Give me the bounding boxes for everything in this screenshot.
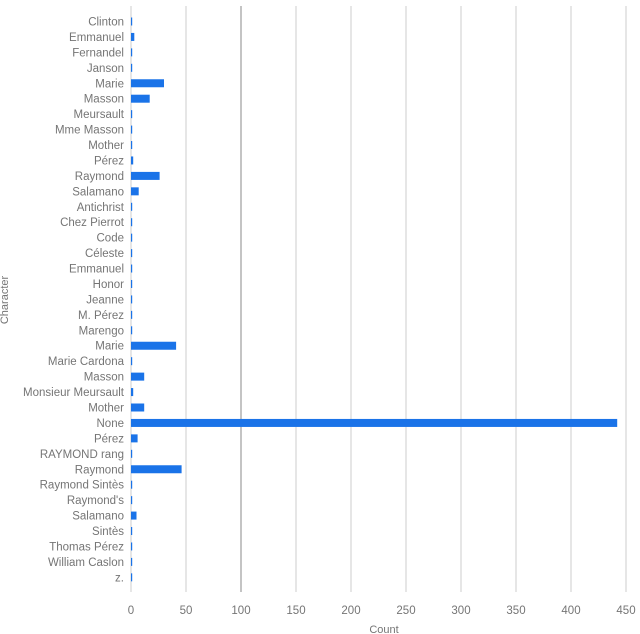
y-tick-label-22: Marie Cardona <box>48 356 125 368</box>
bar-35[interactable] <box>131 557 133 566</box>
y-axis-title: Character <box>0 276 11 325</box>
y-tick-label-2: Fernandel <box>72 47 124 59</box>
x-tick-label-250: 250 <box>396 605 415 617</box>
bar-0[interactable] <box>131 17 133 26</box>
y-tick-label-17: Honor <box>93 279 124 291</box>
y-tick-label-31: Raymond's <box>67 495 124 507</box>
y-tick-label-18: Jeanne <box>86 294 124 306</box>
bar-2[interactable] <box>131 48 133 57</box>
y-tick-label-15: Céleste <box>85 248 124 260</box>
x-tick-label-150: 150 <box>286 605 305 617</box>
bars <box>131 17 618 582</box>
bar-36[interactable] <box>131 573 133 582</box>
x-tick-label-50: 50 <box>180 605 193 617</box>
x-axis-title: Count <box>369 624 398 634</box>
bar-3[interactable] <box>131 63 133 72</box>
bar-11[interactable] <box>131 187 139 196</box>
bar-22[interactable] <box>131 357 133 366</box>
y-tick-label-5: Masson <box>84 94 124 106</box>
y-tick-label-14: Code <box>97 233 125 245</box>
x-tick-label-400: 400 <box>561 605 580 617</box>
y-tick-label-10: Raymond <box>75 171 124 183</box>
bar-23[interactable] <box>131 372 145 381</box>
bar-31[interactable] <box>131 496 133 505</box>
bar-19[interactable] <box>131 310 133 319</box>
bar-27[interactable] <box>131 434 138 443</box>
y-tick-label-1: Emmanuel <box>69 32 124 44</box>
bar-26[interactable] <box>131 418 618 427</box>
bar-20[interactable] <box>131 326 133 335</box>
y-axis-tick-labels: Clinton Emmanuel Fernandel Janson Marie Masso… <box>23 17 125 585</box>
bar-30[interactable] <box>131 480 133 489</box>
x-tick-label-0: 0 <box>128 605 134 617</box>
y-tick-label-12: Antichrist <box>77 202 125 214</box>
bar-6[interactable] <box>131 110 133 119</box>
bar-12[interactable] <box>131 202 133 211</box>
bar-4[interactable] <box>131 79 164 88</box>
x-tick-label-350: 350 <box>506 605 525 617</box>
y-tick-label-36: z. <box>115 572 124 584</box>
y-tick-label-21: Marie <box>95 341 124 353</box>
y-tick-label-23: Masson <box>84 372 124 384</box>
y-tick-label-24: Monsieur Meursault <box>23 387 125 399</box>
y-tick-label-27: Pérez <box>94 433 124 445</box>
bar-15[interactable] <box>131 249 133 258</box>
y-tick-label-33: Sintès <box>92 526 124 538</box>
x-tick-label-300: 300 <box>451 605 470 617</box>
bar-32[interactable] <box>131 511 137 520</box>
x-tick-label-450: 450 <box>616 605 635 617</box>
y-tick-label-9: Pérez <box>94 155 124 167</box>
y-tick-label-4: Marie <box>95 78 124 90</box>
y-tick-label-29: Raymond <box>75 464 124 476</box>
y-tick-label-7: Mme Masson <box>55 125 124 137</box>
bar-28[interactable] <box>131 449 133 458</box>
x-tick-label-100: 100 <box>231 605 250 617</box>
y-tick-label-13: Chez Pierrot <box>60 217 125 229</box>
y-tick-label-11: Salamano <box>72 186 124 198</box>
y-tick-label-34: Thomas Pérez <box>49 541 124 553</box>
y-tick-label-6: Meursault <box>74 109 125 121</box>
bar-7[interactable] <box>131 125 133 134</box>
bar-1[interactable] <box>131 32 135 41</box>
bar-34[interactable] <box>131 542 133 551</box>
bar-5[interactable] <box>131 94 150 103</box>
y-tick-label-19: M. Pérez <box>78 310 124 322</box>
x-axis-tick-labels: 0 50 100 150 200 250 300 350 400 450 <box>128 605 636 617</box>
y-tick-label-3: Janson <box>87 63 124 75</box>
bar-18[interactable] <box>131 295 133 304</box>
y-tick-label-28: RAYMOND rang <box>40 449 124 461</box>
bar-10[interactable] <box>131 171 160 180</box>
bar-9[interactable] <box>131 156 134 165</box>
bar-16[interactable] <box>131 264 133 273</box>
x-tick-label-200: 200 <box>341 605 360 617</box>
y-tick-label-26: None <box>97 418 125 430</box>
bar-33[interactable] <box>131 527 133 536</box>
y-tick-label-30: Raymond Sintès <box>40 480 125 492</box>
bar-8[interactable] <box>131 141 133 150</box>
bar-13[interactable] <box>131 218 133 227</box>
y-tick-label-35: William Caslon <box>48 557 124 569</box>
bar-24[interactable] <box>131 388 134 397</box>
bar-14[interactable] <box>131 233 133 242</box>
y-tick-label-16: Emmanuel <box>69 264 124 276</box>
gridlines <box>130 6 627 592</box>
bar-21[interactable] <box>131 341 177 350</box>
y-tick-label-25: Mother <box>88 403 124 415</box>
y-tick-label-0: Clinton <box>88 17 124 29</box>
bar-29[interactable] <box>131 465 182 474</box>
y-tick-label-32: Salamano <box>72 511 124 523</box>
y-tick-label-8: Mother <box>88 140 124 152</box>
bar-25[interactable] <box>131 403 145 412</box>
y-tick-label-20: Marengo <box>79 325 124 337</box>
bar-17[interactable] <box>131 279 133 288</box>
